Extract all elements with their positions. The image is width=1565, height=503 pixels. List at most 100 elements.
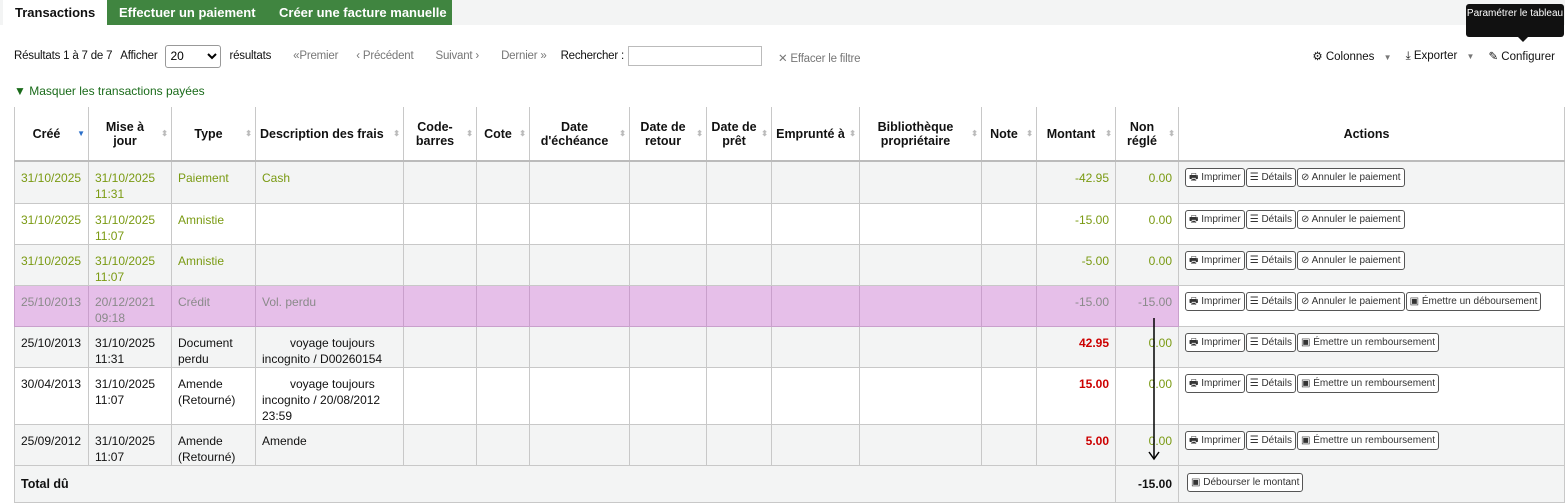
imprimer-button[interactable]: 🖶 Imprimer: [1185, 291, 1245, 311]
clear-filter-button[interactable]: ✕ Effacer le filtre: [778, 53, 861, 65]
table-row: 25/10/2013 31/10/2025 11:31 Document perdu…: [14, 325, 1565, 368]
column-header[interactable]: Non réglé ⬍: [1115, 107, 1179, 162]
list-icon: ☰: [1249, 172, 1259, 183]
annuler-le-paiement-button[interactable]: ⊘ Annuler le paiement: [1297, 168, 1405, 187]
émettre-un-déboursement-button[interactable]: ▣ Émettre un déboursement: [1405, 291, 1542, 311]
column-header-label: Date d'échéance: [540, 119, 609, 148]
previous-page-link[interactable]: ‹ Précédent: [356, 50, 414, 62]
button-label: Émettre un remboursement: [1313, 434, 1435, 446]
détails-button[interactable]: ☰ Détails: [1245, 250, 1297, 270]
created-cell: 30/04/2013: [14, 366, 89, 425]
empty-cell: [629, 325, 707, 368]
hide-paid-label: Masquer les transactions payées: [29, 84, 205, 98]
tab-create-invoice[interactable]: Créer une facture manuelle: [267, 0, 452, 25]
column-header[interactable]: Description des frais ⬍: [255, 107, 404, 162]
détails-button[interactable]: ☰ Détails: [1245, 291, 1297, 311]
column-header[interactable]: Code-barres ⬍: [403, 107, 477, 162]
column-header[interactable]: Date de retour ⬍: [629, 107, 707, 162]
column-header[interactable]: Montant ⬍: [1036, 107, 1116, 162]
description-text: Cash: [262, 171, 291, 185]
émettre-un-remboursement-button[interactable]: ▣ Émettre un remboursement: [1297, 373, 1439, 393]
table-row: 25/10/2013 20/12/2021 09:18 Crédit Vol. per…: [14, 284, 1565, 327]
money-icon: ▣: [1409, 295, 1420, 307]
column-header[interactable]: Créé ▼: [14, 107, 89, 162]
column-header-label: Date de prêt: [711, 119, 757, 148]
column-header[interactable]: Date de prêt ⬍: [706, 107, 772, 162]
column-header[interactable]: Cote ⬍: [476, 107, 530, 162]
money-icon: ▣: [1301, 377, 1311, 389]
empty-cell: [403, 284, 477, 327]
configure-button[interactable]: ✎ Configurer: [1488, 49, 1555, 63]
column-header[interactable]: Date d'échéance ⬍: [529, 107, 630, 162]
search-input[interactable]: [628, 46, 762, 66]
empty-cell: [706, 243, 772, 286]
tab-make-payment[interactable]: Effectuer un paiement: [107, 0, 268, 25]
empty-cell: [529, 423, 630, 466]
button-label: Imprimer: [1201, 377, 1241, 389]
annuler-le-paiement-button[interactable]: ⊘ Annuler le paiement: [1297, 250, 1405, 270]
détails-button[interactable]: ☰ Détails: [1245, 209, 1297, 229]
empty-cell: [403, 160, 477, 204]
amount-cell: 5.00: [1036, 423, 1116, 466]
détails-button[interactable]: ☰ Détails: [1245, 332, 1297, 352]
empty-cell: [476, 423, 530, 466]
first-page-link[interactable]: «Premier: [293, 50, 339, 62]
description-text: voyage toujours incognito / D00260154: [262, 335, 383, 366]
actions-cell: 🖶 Imprimer ☰ Détails ▣ Émettre un rembours…: [1178, 366, 1565, 425]
empty-cell: [529, 284, 630, 327]
button-label: Détails: [1261, 172, 1293, 183]
column-header[interactable]: Note ⬍: [981, 107, 1037, 162]
annuler-le-paiement-button[interactable]: ⊘ Annuler le paiement: [1297, 209, 1405, 229]
empty-cell: [706, 366, 772, 425]
détails-button[interactable]: ☰ Détails: [1245, 168, 1297, 187]
filter-icon: ▼: [14, 84, 26, 98]
sort-icon: ⬍: [466, 129, 473, 138]
émettre-un-remboursement-button[interactable]: ▣ Émettre un remboursement: [1297, 332, 1439, 352]
empty-cell: [629, 202, 707, 245]
page-size-select[interactable]: 20: [165, 44, 222, 68]
empty-cell: [771, 243, 860, 286]
total-row: Total dû -15.00 ▣ Débourser le montant: [14, 464, 1565, 503]
last-page-link[interactable]: Dernier »: [501, 50, 547, 62]
émettre-un-remboursement-button[interactable]: ▣ Émettre un remboursement: [1297, 430, 1439, 450]
imprimer-button[interactable]: 🖶 Imprimer: [1185, 168, 1245, 187]
columns-button[interactable]: ⚙ Colonnes ▼: [1312, 49, 1391, 63]
total-label: Total dû: [14, 464, 1116, 503]
détails-button[interactable]: ☰ Détails: [1245, 430, 1297, 450]
imprimer-button[interactable]: 🖶 Imprimer: [1185, 332, 1245, 352]
column-header[interactable]: Type ⬍: [171, 107, 256, 162]
column-header[interactable]: Mise à jour ⬍: [88, 107, 172, 162]
description-cell: voyage toujours incognito / 20/08/2012 2…: [255, 366, 404, 425]
empty-cell: [859, 366, 982, 425]
disburse-amount-button[interactable]: ▣ Débourser le montant: [1187, 473, 1304, 492]
configure-label: Configurer: [1501, 51, 1555, 63]
imprimer-button[interactable]: 🖶 Imprimer: [1185, 250, 1245, 270]
empty-cell: [629, 284, 707, 327]
imprimer-button[interactable]: 🖶 Imprimer: [1185, 209, 1245, 229]
empty-cell: [629, 160, 707, 204]
détails-button[interactable]: ☰ Détails: [1245, 373, 1297, 393]
column-header-label: Actions: [1343, 126, 1390, 141]
export-button[interactable]: ⤓ Exporter ▼: [1406, 50, 1475, 63]
results-suffix: résultats: [229, 50, 272, 62]
empty-cell: [403, 202, 477, 245]
annuler-le-paiement-button[interactable]: ⊘ Annuler le paiement: [1297, 291, 1405, 311]
imprimer-button[interactable]: 🖶 Imprimer: [1185, 430, 1245, 450]
empty-cell: [403, 366, 477, 425]
hide-paid-link[interactable]: ▼ Masquer les transactions payées: [14, 84, 205, 98]
next-page-link[interactable]: Suivant ›: [435, 50, 480, 62]
column-header[interactable]: Bibliothèque propriétaire ⬍: [859, 107, 982, 162]
print-icon: 🖶: [1189, 434, 1199, 446]
type-cell: Amnistie: [171, 243, 256, 286]
column-header[interactable]: Emprunté à ⬍: [771, 107, 860, 162]
imprimer-button[interactable]: 🖶 Imprimer: [1185, 373, 1245, 393]
button-label: Imprimer: [1201, 336, 1241, 348]
button-label: Imprimer: [1201, 254, 1241, 266]
table-row: 30/04/2013 31/10/2025 11:07 Amende (Retour…: [14, 366, 1565, 425]
column-header-label: Date de retour: [640, 119, 686, 148]
amount-cell: -15.00: [1036, 202, 1116, 245]
columns-label: Colonnes: [1325, 51, 1375, 63]
tab-transactions[interactable]: Transactions: [3, 0, 108, 25]
description-cell: Cash: [255, 160, 404, 204]
button-label: Annuler le paiement: [1311, 213, 1401, 225]
